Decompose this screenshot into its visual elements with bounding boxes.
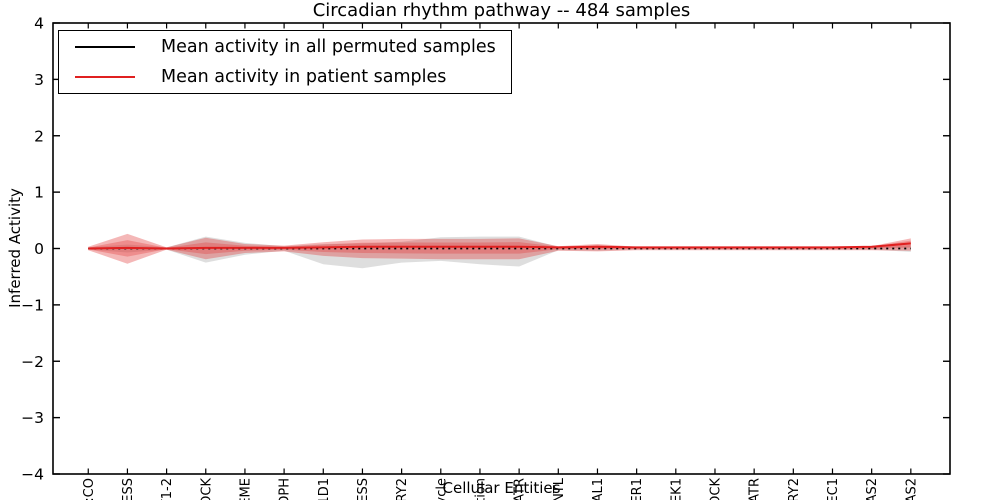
- y-tick-label: −4: [21, 466, 44, 484]
- x-tick-label: CRY2: [787, 478, 802, 500]
- patient-spread-band-core: [88, 240, 911, 257]
- patient-spread-band: [88, 233, 911, 264]
- x-tick-label: PER1/TIMELESS: [356, 478, 371, 500]
- x-tick-label: DEC1: [826, 478, 841, 500]
- x-tick-label: PER1: [630, 478, 645, 500]
- y-tick-label: 3: [34, 71, 44, 89]
- x-tick-label: TIMELESS: [121, 478, 136, 500]
- x-tick-label: CHEK1: [669, 478, 684, 500]
- x-tick-label: ARNTL: [552, 477, 567, 500]
- x-tick-label: S phase of mitotic cell cycle: [434, 478, 449, 500]
- legend-entry-permuted: Mean activity in all permuted samples: [59, 32, 511, 62]
- permuted-spread-band: [88, 236, 911, 269]
- x-tick-label: DEC1/BMAL1: [591, 478, 606, 500]
- legend-label-permuted: Mean activity in all permuted samples: [161, 37, 496, 57]
- y-tick-label: 0: [34, 240, 44, 258]
- x-tick-label: mol:NADPH: [278, 478, 293, 500]
- x-tick-label: TIMELESS/CRY2: [395, 478, 410, 500]
- x-tick-label: chromatin modification: [473, 478, 488, 500]
- y-tick-label: 4: [34, 15, 44, 33]
- patient-line-swatch: [75, 76, 135, 78]
- y-tick-label: 2: [34, 127, 44, 145]
- x-tick-label: CLOCK: [708, 478, 723, 500]
- x-tick-label: mol:CO: [82, 478, 97, 500]
- x-tick-label: BMAL1/CLOCK: [199, 478, 214, 500]
- legend-entry-patient: Mean activity in patient samples: [59, 62, 511, 92]
- x-tick-label: BMAL1/CLOCK/NPAS2: [904, 478, 919, 500]
- permuted-line-swatch: [75, 46, 135, 48]
- x-axis-label: Cellular Entities: [442, 479, 561, 497]
- mean-activity-in-patient-samples-line: [88, 242, 911, 250]
- x-tick-label: mol:HEME: [238, 478, 253, 500]
- chart-title: Circadian rhythm pathway -- 484 samples: [312, 0, 691, 21]
- y-tick-label: 1: [34, 184, 44, 202]
- y-tick-label: −1: [21, 296, 44, 314]
- legend: Mean activity in all permuted samples Me…: [58, 30, 512, 94]
- x-tick-label: PER1-2 / CRY1-2: [160, 478, 175, 500]
- x-tick-label: NR1D1: [317, 478, 332, 500]
- x-tick-label: TIMELESS/CHEK1/ATR: [513, 478, 528, 500]
- y-axis-label: Inferred Activity: [6, 188, 24, 308]
- y-tick-label: −2: [21, 353, 44, 371]
- x-tick-label: NPAS2: [865, 478, 880, 500]
- y-tick-label: −3: [21, 409, 44, 427]
- legend-label-patient: Mean activity in patient samples: [161, 67, 447, 87]
- x-tick-label: ATR: [748, 478, 763, 500]
